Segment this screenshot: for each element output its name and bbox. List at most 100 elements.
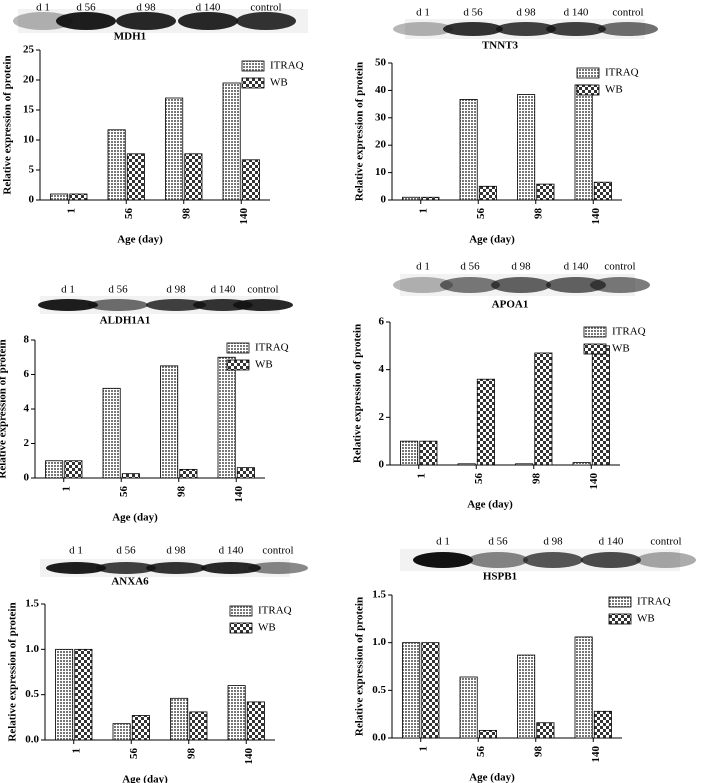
lane-label: d 1 — [416, 7, 430, 19]
x-tick-label: 98 — [532, 208, 544, 220]
lane-label: d 1 — [416, 261, 430, 273]
blot-band — [546, 277, 606, 293]
bar — [478, 729, 497, 739]
y-tick-label: 25 — [23, 44, 35, 56]
bar — [236, 467, 255, 479]
legend-label: ITRAQ — [637, 596, 671, 608]
blot-band — [116, 12, 176, 30]
bar — [246, 701, 265, 741]
bar — [112, 723, 131, 741]
x-tick-label: 98 — [175, 486, 187, 498]
legend-swatch — [576, 67, 600, 79]
bar — [131, 715, 150, 741]
lane-label: d 56 — [76, 2, 96, 14]
legend-swatch — [608, 613, 632, 625]
x-axis-label: Age (day) — [467, 499, 513, 511]
lane-label: d 98 — [511, 261, 531, 273]
legend-swatch — [583, 343, 607, 355]
bar — [536, 722, 555, 739]
x-tick-label: 56 — [473, 473, 485, 485]
y-tick-label: 5 — [29, 164, 35, 176]
bar — [515, 463, 534, 466]
y-tick-label: 8 — [24, 334, 30, 346]
x-tick-label: 140 — [590, 208, 602, 225]
panel: d 1 d 56 d 98 d 140 control APOA1 0 2 4 6 Relative… — [352, 261, 650, 511]
blot-band — [581, 552, 641, 568]
y-axis-label: Relative expression of protein — [7, 602, 19, 741]
blot-title: TNNT3 — [482, 40, 519, 52]
y-tick-label: 6 — [379, 316, 385, 328]
legend-swatch — [226, 342, 250, 354]
lane-label: d 56 — [108, 284, 128, 296]
lane-label: d 56 — [460, 261, 480, 273]
bar — [69, 193, 88, 201]
lane-label: d 98 — [136, 2, 156, 14]
blot-band — [413, 552, 473, 568]
y-tick-label: 20 — [375, 139, 387, 151]
lane-label: d 98 — [166, 284, 186, 296]
x-axis-label: Age (day) — [122, 774, 168, 783]
bar — [217, 356, 236, 479]
blot-band — [468, 552, 528, 568]
x-tick-label: 56 — [123, 208, 135, 220]
blot-band — [598, 22, 658, 36]
lane-label: control — [247, 284, 278, 296]
blot-band — [233, 299, 293, 311]
legend-swatch — [583, 326, 607, 338]
blot-band — [496, 22, 556, 36]
bar — [50, 193, 69, 201]
y-tick-label: 10 — [23, 134, 35, 146]
blot-title: MDH1 — [114, 31, 146, 43]
y-tick-label: 1.0 — [372, 636, 386, 648]
bar — [179, 468, 198, 479]
bar — [102, 387, 121, 479]
y-axis-label: Relative expression of protein — [2, 55, 14, 194]
y-tick-label: 0.0 — [372, 732, 386, 744]
legend-swatch — [229, 605, 253, 617]
legend-label: WB — [637, 613, 655, 625]
x-axis-label: Age (day) — [117, 234, 163, 246]
y-axis-label: Relative expression of protein — [354, 597, 366, 736]
blot-title: HSPB1 — [483, 571, 517, 583]
lane-label: control — [262, 545, 293, 557]
y-tick-label: 4 — [379, 363, 385, 375]
blot-band — [393, 277, 453, 293]
blot-band — [590, 277, 650, 293]
blot-band — [236, 12, 296, 30]
y-tick-label: 6 — [24, 368, 30, 380]
bar — [457, 463, 476, 466]
x-tick-label: 1 — [417, 208, 429, 214]
lane-label: d 98 — [543, 536, 563, 548]
bar — [74, 648, 93, 741]
lane-label: control — [604, 261, 635, 273]
x-tick-label: 98 — [530, 473, 542, 485]
y-tick-label: 1.5 — [25, 598, 39, 610]
bar — [222, 82, 241, 201]
blot-band — [201, 562, 261, 574]
bar — [593, 710, 612, 739]
panel: d 1 d 56 d 98 d 140 control MDH1 0 5 10 15 20 25 Rel… — [2, 2, 308, 246]
bar — [107, 129, 126, 201]
legend-swatch — [229, 622, 253, 634]
y-tick-label: 40 — [375, 84, 387, 96]
x-tick-label: 98 — [532, 746, 544, 758]
blot-band — [38, 299, 98, 311]
x-tick-label: 140 — [238, 208, 250, 225]
x-tick-label: 1 — [70, 748, 82, 754]
legend-label: WB — [258, 622, 276, 634]
lane-label: d 140 — [564, 261, 589, 273]
y-axis-label: Relative expression of protein — [352, 324, 364, 463]
lane-label: control — [650, 536, 681, 548]
x-tick-label: 56 — [128, 748, 140, 760]
bar — [574, 84, 593, 201]
lane-label: d 140 — [219, 545, 244, 557]
y-tick-label: 2 — [379, 411, 385, 423]
bar — [536, 183, 555, 201]
y-tick-label: 0 — [379, 459, 385, 471]
y-tick-label: 15 — [23, 104, 35, 116]
bar — [64, 460, 83, 479]
x-tick-label: 1 — [65, 208, 77, 214]
lane-label: d 1 — [61, 284, 75, 296]
lane-label: d 98 — [166, 545, 186, 557]
